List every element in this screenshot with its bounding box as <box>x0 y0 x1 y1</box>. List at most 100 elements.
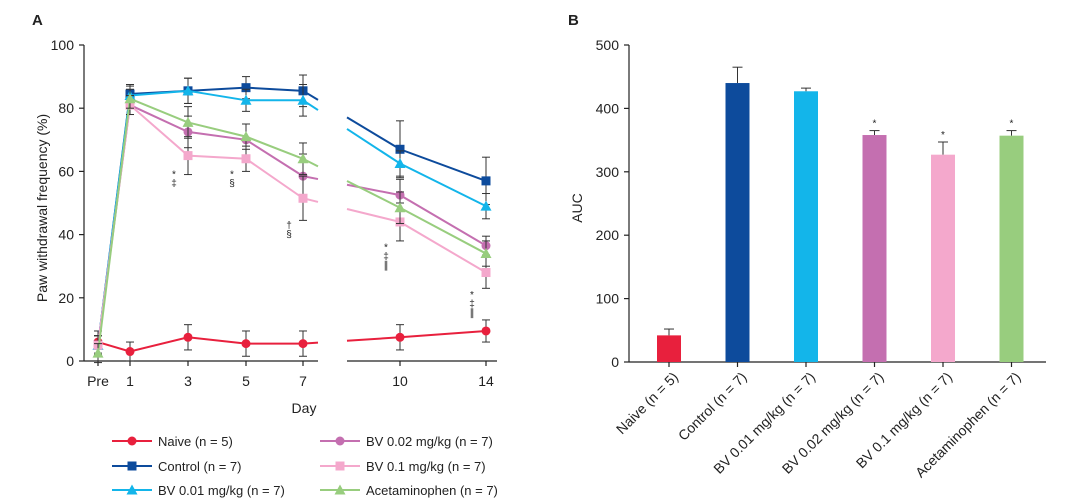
data-point <box>394 202 406 213</box>
x-tick-label: 5 <box>242 373 250 389</box>
bar <box>725 83 750 362</box>
series-bv-0-01-mg-kg-n-7 <box>92 77 492 356</box>
legend-label: Control (n = 7) <box>158 459 241 474</box>
data-point <box>240 94 252 105</box>
legend-label: Naive (n = 5) <box>158 434 233 449</box>
legend-label: BV 0.02 mg/kg (n = 7) <box>366 434 493 449</box>
data-point <box>182 116 194 127</box>
x-tick-label: 3 <box>184 373 192 389</box>
data-point <box>183 151 193 161</box>
y-tick-label: 100 <box>596 291 620 307</box>
significance-mark: ‡ <box>171 179 177 190</box>
series-line-left <box>97 97 319 354</box>
significance-mark: * <box>470 290 474 301</box>
series-naive-n-5 <box>93 319 491 362</box>
data-point <box>241 339 251 349</box>
panel-b-bar-chart: 0 100 200 300 400 500 AUC Naive (n = 5)Control … <box>569 37 1046 481</box>
data-point <box>480 200 492 211</box>
bar <box>657 335 681 362</box>
data-point <box>481 268 491 278</box>
x-tick-label: 10 <box>392 373 408 389</box>
bar-group-control-n-7: Control (n = 7) <box>675 66 750 444</box>
y-tick-label: 400 <box>596 100 620 116</box>
series-line-left <box>97 103 319 346</box>
series-line-right <box>346 183 487 247</box>
significance-mark: ∥ <box>470 308 475 319</box>
series-line-right <box>346 329 487 342</box>
y-tick-label: 500 <box>596 37 620 53</box>
legend-item-control-n-7: Control (n = 7) <box>112 459 241 474</box>
significance-mark: ∥ <box>384 260 389 271</box>
significance-mark: § <box>286 229 292 240</box>
data-point <box>182 85 194 96</box>
panel-a-letter: A <box>32 12 43 29</box>
significance-mark: † <box>286 220 292 231</box>
series-line-left <box>97 103 319 346</box>
legend-label: Acetaminophen (n = 7) <box>366 483 498 498</box>
y-tick-label: 80 <box>58 100 74 116</box>
legend-marker <box>334 484 346 495</box>
legend-marker <box>335 461 345 471</box>
x-tick-label: Pre <box>87 373 109 389</box>
significance-mark: ‡ <box>469 299 475 310</box>
data-point <box>241 83 251 93</box>
data-point <box>240 131 252 142</box>
y-tick-label: 100 <box>51 37 75 53</box>
y-tick-label: 20 <box>58 290 74 306</box>
legend-item-bv-0-02-mg-kg-n-7: BV 0.02 mg/kg (n = 7) <box>320 434 493 449</box>
bar <box>794 91 818 363</box>
y-tick-label: 200 <box>596 227 620 243</box>
significance-mark: * <box>384 242 388 253</box>
data-point <box>183 332 193 342</box>
legend-marker <box>335 436 345 446</box>
y-axis-label: Paw withdrawal frequency (%) <box>34 114 50 302</box>
significance-mark: * <box>873 119 877 130</box>
series-line-left <box>97 89 319 346</box>
x-tick-label: 14 <box>478 373 494 389</box>
data-point <box>241 154 251 164</box>
series-control-n-7 <box>93 74 491 356</box>
significance-mark: § <box>229 179 235 190</box>
bar-group-acetaminophen-n-7: *Acetaminophen (n = 7) <box>912 119 1024 481</box>
y-axis-label: AUC <box>569 193 585 223</box>
legend-marker <box>126 484 138 495</box>
data-point <box>297 153 309 164</box>
legend-label: BV 0.01 mg/kg (n = 7) <box>158 483 285 498</box>
x-tick-label: 7 <box>299 373 307 389</box>
y-tick-label: 40 <box>58 227 74 243</box>
significance-mark: ‡ <box>383 251 389 262</box>
x-tick-label: 1 <box>126 373 134 389</box>
y-tick-label: 0 <box>611 354 619 370</box>
panel-a-line-chart: 0 20 40 60 80 100 Pre 1 3 5 7 10 14 Day Paw withdrawal… <box>34 37 497 416</box>
data-point <box>481 326 491 336</box>
legend-item-acetaminophen-n-7: Acetaminophen (n = 7) <box>320 483 498 498</box>
panel-b-letter: B <box>568 12 579 29</box>
significance-mark: * <box>941 130 945 141</box>
y-tick-label: 60 <box>58 163 74 179</box>
legend-marker <box>127 461 137 471</box>
significance-mark: * <box>230 170 234 181</box>
legend-label: BV 0.1 mg/kg (n = 7) <box>366 459 486 474</box>
y-tick-label: 300 <box>596 164 620 180</box>
series-acetaminophen-n-7 <box>92 88 492 364</box>
x-axis-label: Day <box>292 400 317 416</box>
data-point <box>395 332 405 342</box>
legend: Naive (n = 5) Control (n = 7) BV 0.01 mg/k… <box>112 434 498 498</box>
bar-group-naive-n-5: Naive (n = 5) <box>613 328 681 437</box>
data-point <box>394 158 406 168</box>
significance-mark: * <box>172 170 176 181</box>
series-line-right <box>346 180 487 255</box>
y-tick-label: 0 <box>66 353 74 369</box>
legend-item-bv-0-01-mg-kg-n-7: BV 0.01 mg/kg (n = 7) <box>112 483 285 498</box>
x-tick-label: Naive (n = 5) <box>613 369 681 437</box>
bar <box>999 135 1024 362</box>
legend-item-bv-0-1-mg-kg-n-7: BV 0.1 mg/kg (n = 7) <box>320 459 486 474</box>
data-point <box>124 93 136 104</box>
data-point <box>125 347 135 357</box>
legend-item-naive-n-5: Naive (n = 5) <box>112 434 233 449</box>
bar <box>931 154 955 362</box>
data-point <box>480 248 492 259</box>
bar <box>862 135 887 362</box>
x-tick-label: Control (n = 7) <box>675 369 750 444</box>
